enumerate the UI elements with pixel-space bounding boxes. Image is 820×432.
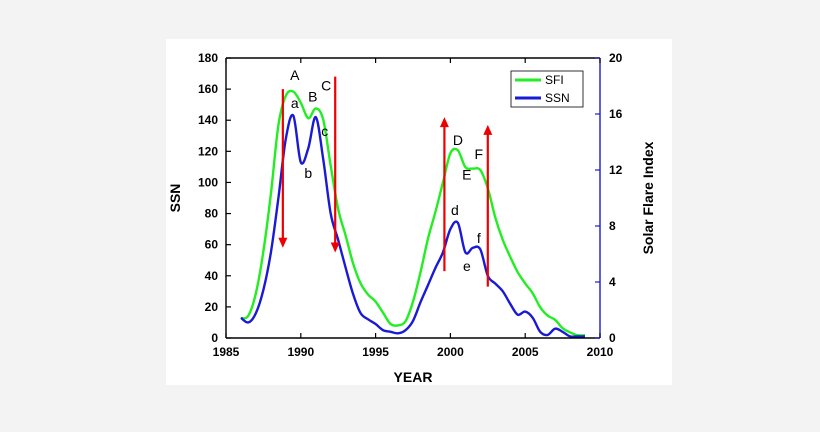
axes-layer: [225, 57, 601, 339]
red-arrow-head: [330, 242, 340, 253]
arrow-layer: [278, 76, 493, 287]
x-tick-label: 2010: [587, 345, 614, 359]
legend-label-sfi: SFI: [545, 73, 564, 87]
y-tick-label: 120: [198, 144, 218, 158]
tick-layer: 1985 1990 1995 2000 2005 20100204060801001201…: [198, 51, 623, 359]
annotation-A: A: [290, 67, 300, 83]
annotation-a: a: [291, 95, 299, 111]
x-tick-label: 1995: [362, 345, 389, 359]
y2-tick-label: 12: [609, 163, 623, 177]
legend-label-ssn: SSN: [545, 91, 570, 105]
figure-background: [166, 39, 672, 385]
series-line-sfi: [240, 89, 586, 337]
y-axis-title: SSN: [167, 184, 183, 213]
x-tick-label: 2005: [512, 345, 539, 359]
y-tick-label: 140: [198, 113, 218, 127]
annotation-layer: Aa b BCc D EFd ef: [290, 67, 483, 274]
legend-box: [510, 70, 584, 108]
annotation-c: c: [321, 123, 328, 139]
red-arrow-4: [483, 124, 493, 287]
x-tick-label: 2000: [437, 345, 464, 359]
y-tick-label: 100: [198, 175, 218, 189]
red-arrow-3: [439, 117, 449, 272]
series-layer: [240, 89, 586, 338]
y-tick-label: 60: [205, 238, 219, 252]
x-tick-label: 1990: [287, 345, 314, 359]
annotation-E: E: [462, 166, 471, 182]
annotation-D: D: [453, 132, 463, 148]
y-tick-label: 180: [198, 51, 218, 65]
y-tick-label: 160: [198, 82, 218, 96]
y2-tick-label: 4: [609, 275, 616, 289]
red-arrow-head: [439, 117, 449, 128]
x-tick-label: 1985: [213, 345, 240, 359]
series-line-ssn: [240, 113, 585, 338]
annotation-d: d: [451, 202, 459, 218]
red-arrow-1: [278, 89, 288, 248]
x-axis-title: YEAR: [394, 369, 433, 385]
y2-tick-label: 20: [609, 51, 623, 65]
red-arrow-2: [330, 76, 340, 253]
y2-axis-title: Solar Flare Index: [640, 141, 656, 254]
y-tick-label: 80: [205, 207, 219, 221]
y-tick-label: 40: [205, 269, 219, 283]
annotation-b: b: [304, 165, 312, 181]
y2-tick-label: 0: [609, 331, 616, 345]
annotation-C: C: [321, 78, 331, 94]
y2-tick-label: 16: [609, 107, 623, 121]
red-arrow-head: [483, 124, 493, 135]
annotation-F: F: [475, 146, 484, 162]
y-tick-label: 0: [211, 331, 218, 345]
y-tick-label: 20: [205, 300, 219, 314]
red-arrow-head: [278, 237, 288, 248]
annotation-f: f: [477, 230, 481, 246]
y2-tick-label: 8: [609, 219, 616, 233]
annotation-e: e: [463, 258, 471, 274]
legend: SFI SSN: [510, 70, 584, 108]
annotation-B: B: [308, 89, 317, 105]
